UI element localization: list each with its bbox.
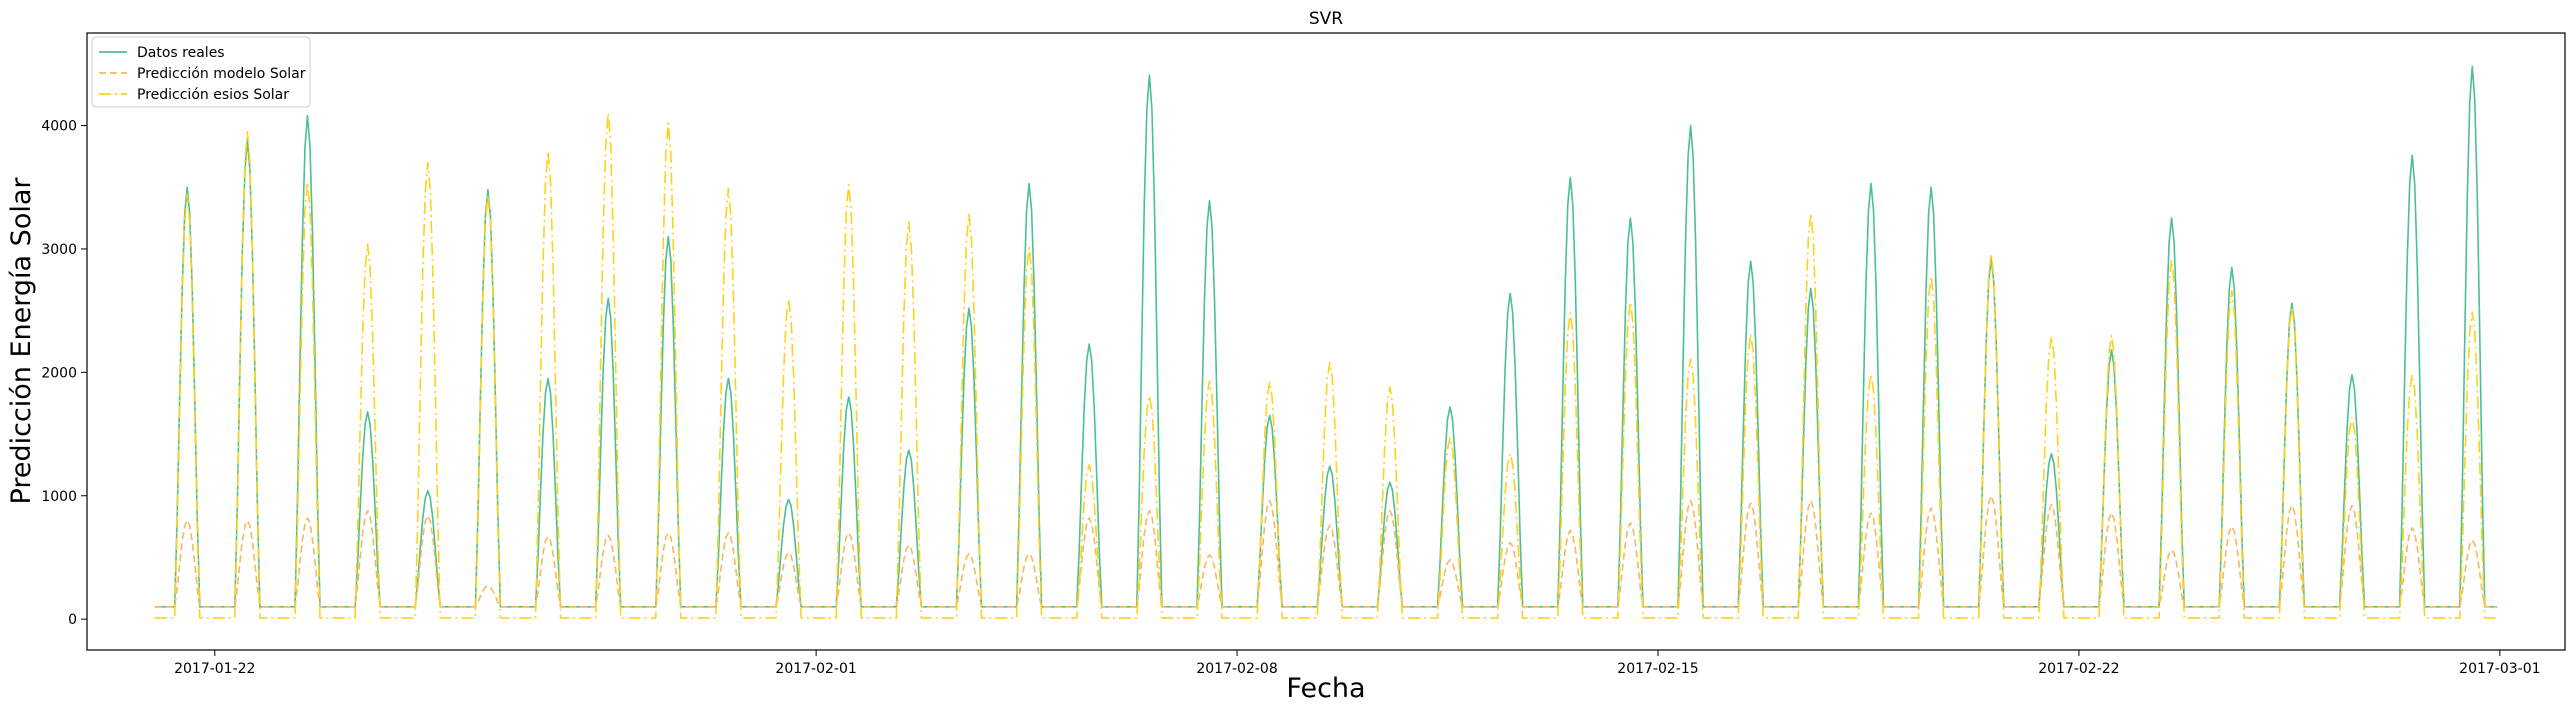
plot-area [154, 65, 2498, 619]
y-tick-label: 4000 [41, 119, 77, 135]
chart-title: SVR [1309, 9, 1343, 29]
legend-box [91, 36, 311, 108]
y-tick-label: 2000 [41, 365, 77, 381]
legend: Datos reales Predicción modelo Solar Predi… [91, 36, 311, 108]
x-tick-label: 2017-02-22 [2038, 661, 2119, 677]
plot-frame [86, 32, 2566, 651]
x-tick-label: 2017-03-01 [2459, 661, 2540, 677]
legend-label-0: Datos reales [137, 45, 225, 61]
x-axis-title: Fecha [1286, 673, 1365, 704]
y-axis-title: Predicción Energía Solar [6, 177, 37, 505]
y-tick-label: 1000 [41, 489, 77, 505]
x-tick-label: 2017-02-15 [1617, 661, 1698, 677]
y-axis: 0 1000 2000 3000 4000 [41, 119, 87, 628]
legend-label-1: Predicción modelo Solar [137, 66, 306, 82]
x-tick-label: 2017-02-01 [775, 661, 856, 677]
y-tick-label: 0 [68, 612, 77, 628]
x-axis: 2017-01-22 2017-02-01 2017-02-08 2017-02-15… [174, 650, 2541, 677]
series-line-0 [154, 65, 2498, 608]
y-tick-label: 3000 [41, 242, 77, 258]
x-tick-label: 2017-02-08 [1196, 661, 1277, 677]
legend-label-2: Predicción esios Solar [137, 87, 289, 103]
x-tick-label: 2017-01-22 [174, 661, 255, 677]
series-line-1 [154, 495, 2498, 608]
series-line-2 [154, 112, 2498, 619]
